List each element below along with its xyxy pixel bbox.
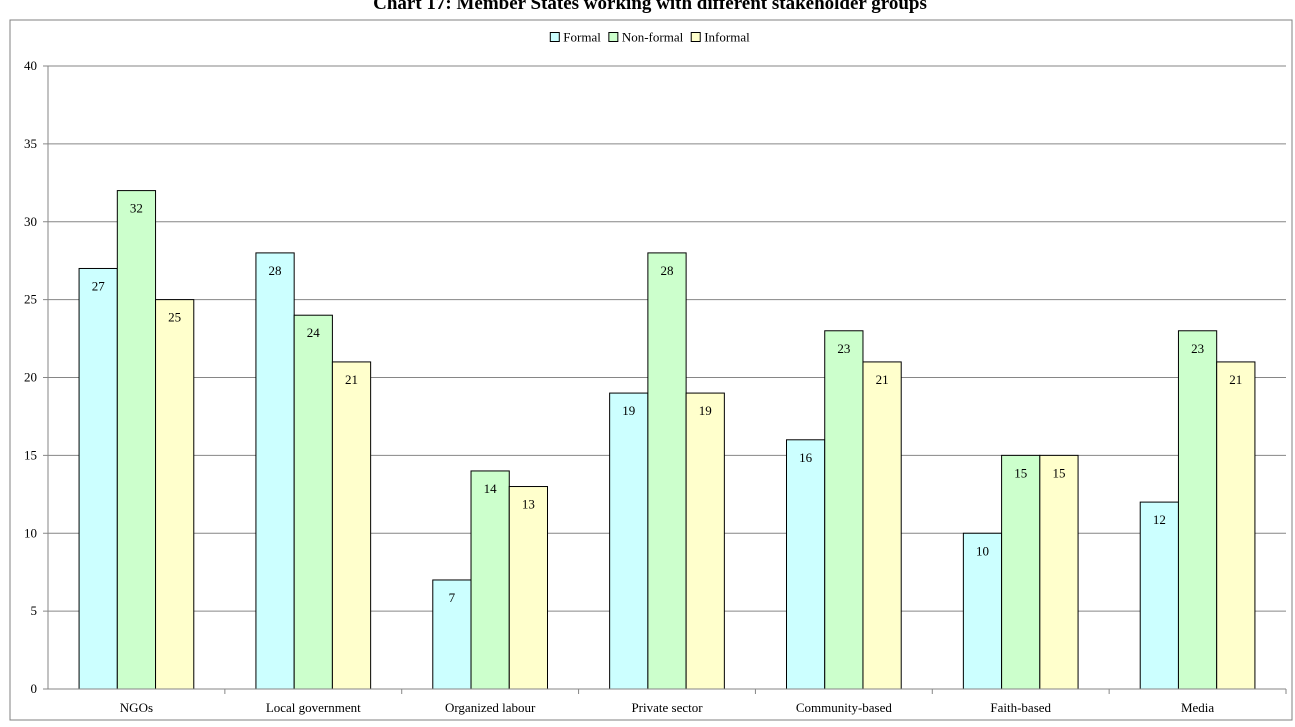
data-label: 15 (1014, 465, 1027, 480)
x-category-label: Community-based (796, 700, 893, 715)
y-tick-label: 10 (24, 525, 37, 540)
bar (1216, 361, 1256, 690)
y-tick-label: 0 (31, 681, 38, 696)
bar (824, 330, 864, 690)
data-label: 28 (269, 263, 282, 278)
data-label: 24 (307, 325, 321, 340)
data-label: 10 (976, 543, 989, 558)
x-category-label: Private sector (631, 700, 703, 715)
bar (508, 486, 548, 690)
data-label: 23 (1191, 341, 1204, 356)
data-label: 28 (661, 263, 674, 278)
data-label: 14 (484, 481, 498, 496)
x-category-label: Local government (266, 700, 361, 715)
data-label: 19 (622, 403, 635, 418)
bar (647, 252, 687, 690)
bar (432, 579, 472, 690)
legend: Formal Non-formal Informal (549, 30, 750, 45)
bar (470, 470, 510, 690)
y-tick-label: 25 (24, 292, 37, 307)
data-label: 12 (1153, 512, 1166, 527)
legend-swatch (608, 32, 619, 42)
legend-label: Non-formal (622, 30, 684, 45)
chart-title: Chart 17: Member States working with dif… (373, 0, 927, 14)
legend-swatch (549, 32, 560, 42)
data-label: 21 (345, 372, 358, 387)
bar (685, 392, 725, 690)
data-label: 16 (799, 450, 813, 465)
bar (293, 314, 333, 690)
y-tick-label: 5 (31, 603, 38, 618)
bar (962, 532, 1003, 690)
bar (609, 392, 649, 690)
bar (1001, 454, 1041, 690)
x-category-label: Media (1181, 700, 1214, 715)
x-category-label: Organized labour (445, 700, 536, 715)
y-tick-label: 40 (24, 58, 37, 73)
legend-swatch (690, 32, 701, 42)
bar (1139, 501, 1179, 690)
bar (786, 439, 826, 690)
data-label: 21 (1229, 372, 1242, 387)
bar (155, 299, 195, 690)
data-label: 23 (837, 341, 850, 356)
data-label: 13 (522, 497, 535, 512)
bar (255, 252, 295, 690)
y-tick-label: 35 (24, 136, 37, 151)
axes: 0 5 10 15 20 25 30 35 40 NGOs Local government Orga… (24, 58, 1287, 715)
legend-label: Formal (563, 30, 601, 45)
data-label: 27 (92, 278, 106, 293)
bar (1039, 454, 1079, 690)
data-label: 15 (1052, 465, 1065, 480)
bar (1177, 330, 1218, 690)
y-tick-label: 30 (24, 214, 37, 229)
bar (116, 190, 157, 690)
y-tick-label: 15 (24, 447, 37, 462)
x-category-label: NGOs (120, 700, 153, 715)
bar (862, 361, 902, 690)
data-label: 19 (699, 403, 712, 418)
bars (78, 190, 1256, 690)
bar (331, 361, 372, 690)
data-label: 32 (130, 201, 143, 216)
data-label: 25 (168, 310, 181, 325)
legend-label: Informal (704, 30, 750, 45)
x-category-label: Faith-based (990, 700, 1051, 715)
y-tick-label: 20 (24, 370, 37, 385)
data-label: 21 (876, 372, 889, 387)
data-label: 7 (449, 590, 456, 605)
data-labels: 27 32 25 28 24 21 7 14 13 19 28 19 16 23 21 10 15 15 12 23 2… (92, 201, 1243, 605)
bar (78, 267, 118, 690)
